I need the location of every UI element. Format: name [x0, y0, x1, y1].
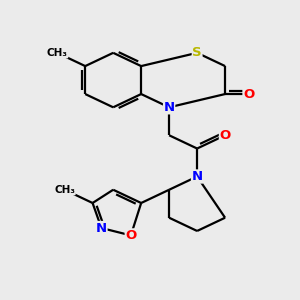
Text: CH₃: CH₃ — [54, 185, 75, 195]
Text: CH₃: CH₃ — [47, 48, 68, 58]
Text: S: S — [192, 46, 202, 59]
Text: O: O — [125, 229, 136, 242]
Text: O: O — [243, 88, 254, 100]
Text: N: N — [164, 101, 175, 114]
Text: N: N — [191, 170, 203, 183]
Text: O: O — [220, 129, 231, 142]
Text: N: N — [96, 221, 107, 235]
